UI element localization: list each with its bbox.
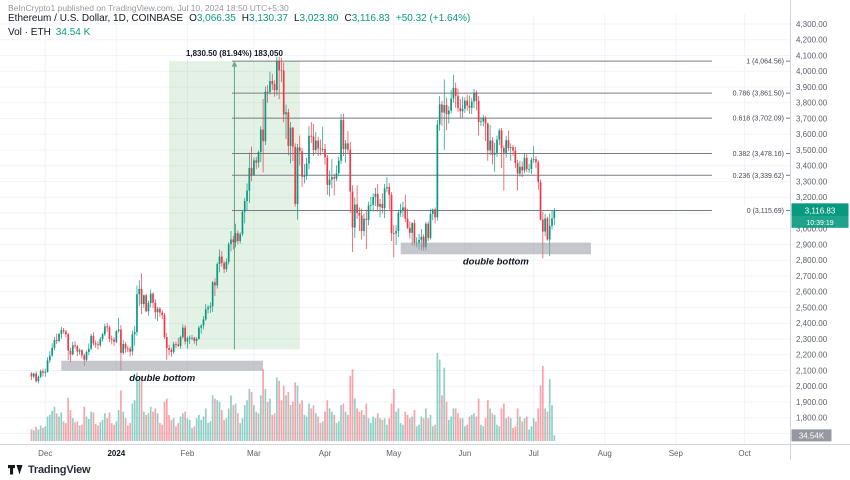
svg-text:3,200.00: 3,200.00 [796,193,828,202]
svg-text:0.382 (3,478.16): 0.382 (3,478.16) [733,151,784,158]
svg-text:2,400.00: 2,400.00 [796,319,828,328]
svg-text:3,700.00: 3,700.00 [796,114,828,123]
svg-text:double bottom: double bottom [129,373,196,384]
svg-text:3,900.00: 3,900.00 [796,83,828,92]
svg-text:1,900.00: 1,900.00 [796,398,828,407]
svg-text:2,000.00: 2,000.00 [796,382,828,391]
volume-legend: Vol · ETH 34.54 K [8,27,90,38]
svg-text:May: May [386,449,401,458]
svg-text:0.236 (3,339.62): 0.236 (3,339.62) [733,173,784,180]
symbol-title[interactable]: Ethereum / U.S. Dollar, 1D, COINBASE [8,13,184,24]
svg-text:2,700.00: 2,700.00 [796,272,828,281]
svg-text:double bottom: double bottom [463,256,530,267]
svg-text:Oct: Oct [738,449,751,458]
svg-text:Jun: Jun [458,449,471,458]
svg-text:2,100.00: 2,100.00 [796,366,828,375]
attribution-text: BeInCrypto1 published on TradingView.com… [8,3,289,13]
svg-text:2,800.00: 2,800.00 [796,256,828,265]
svg-text:2,300.00: 2,300.00 [796,335,828,344]
svg-text:1,830.50 (81.94%) 183,050: 1,830.50 (81.94%) 183,050 [186,49,284,58]
svg-text:34.54K: 34.54K [799,431,825,440]
svg-text:3,116.83: 3,116.83 [805,206,836,215]
high-value: 3,130.37 [249,13,288,24]
measure-region[interactable]: 1,830.50 (81.94%) 183,050 [169,49,300,350]
last-price-badge: 3,116.83 10:39:19 [791,203,849,228]
svg-text:1 (4,064.56): 1 (4,064.56) [746,59,784,66]
open-label: O [189,13,197,24]
svg-text:4,100.00: 4,100.00 [796,51,828,60]
svg-text:2,600.00: 2,600.00 [796,288,828,297]
svg-text:2,900.00: 2,900.00 [796,240,828,249]
tradingview-logo[interactable]: TradingView [8,464,91,476]
volume-value: 34.54 K [55,27,91,38]
svg-text:3,400.00: 3,400.00 [796,162,828,171]
change-value: +50.32 (+1.64%) [395,13,471,24]
svg-text:0.786 (3,861.50): 0.786 (3,861.50) [733,91,784,98]
volume-layer [30,353,556,441]
volume-value-badge: 34.54K [791,429,832,442]
chart-legend: Ethereum / U.S. Dollar, 1D, COINBASE O3,0… [8,13,470,24]
svg-text:Jul: Jul [529,449,539,458]
svg-text:4,000.00: 4,000.00 [796,67,828,76]
fib-labels: 1 (4,064.56) 0.786 (3,861.50) 0.618 (3,702… [712,56,786,216]
svg-text:2,500.00: 2,500.00 [796,303,828,312]
svg-text:4,300.00: 4,300.00 [796,20,828,29]
svg-text:3,500.00: 3,500.00 [796,146,828,155]
svg-text:0.618 (3,702.09): 0.618 (3,702.09) [733,116,784,123]
annotation-boxes[interactable]: double bottom double bottom [61,242,591,384]
svg-text:0 (3,115.69): 0 (3,115.69) [747,208,784,215]
svg-text:Apr: Apr [319,449,332,458]
svg-text:2024: 2024 [107,449,125,458]
svg-text:Dec: Dec [38,449,52,458]
svg-text:4,200.00: 4,200.00 [796,36,828,45]
svg-text:Sep: Sep [669,449,684,458]
svg-text:Mar: Mar [247,449,261,458]
svg-text:10:39:19: 10:39:19 [806,220,833,227]
svg-text:1,800.00: 1,800.00 [796,414,828,423]
svg-text:3,000.00: 3,000.00 [796,225,828,234]
volume-indicator-label[interactable]: Vol · ETH [8,27,51,38]
low-label: L [293,13,300,24]
svg-text:3,600.00: 3,600.00 [796,130,828,139]
price-axis[interactable]: 1,700.001,800.001,900.002,000.002,100.00… [790,0,828,460]
tradingview-logo-icon [8,464,23,474]
svg-text:Feb: Feb [181,449,195,458]
high-label: H [241,13,250,24]
time-axis[interactable]: Dec 2024 Feb Mar Apr May Jun Jul Aug Sep Oct [0,444,850,459]
svg-text:3,800.00: 3,800.00 [796,99,828,108]
close-value: 3,116.83 [351,13,390,24]
open-value: 3,066.35 [196,13,236,24]
grid-lines [0,14,790,444]
low-value: 3,023.80 [299,13,339,24]
svg-text:3,300.00: 3,300.00 [796,177,828,186]
tradingview-logo-text: TradingView [28,464,91,476]
svg-text:Aug: Aug [598,449,612,458]
candles-layer [30,56,556,384]
close-label: C [344,13,352,24]
svg-text:2,200.00: 2,200.00 [796,351,828,360]
